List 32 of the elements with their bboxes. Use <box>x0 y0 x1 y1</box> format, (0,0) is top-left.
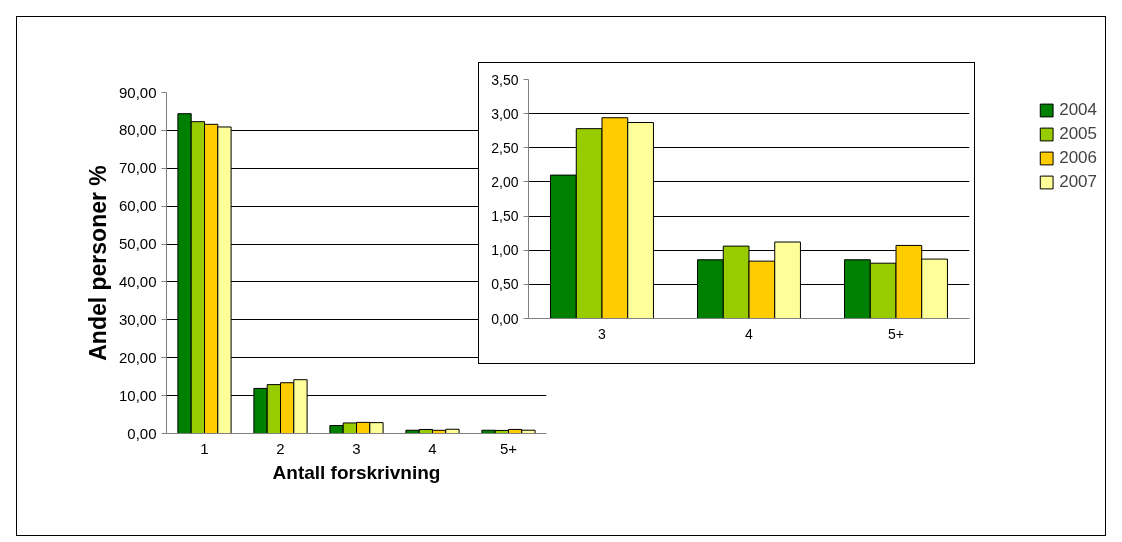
legend-label: 2006 <box>1059 148 1097 168</box>
y-tick-label: 1,00 <box>491 242 519 259</box>
y-tick-label: 1,50 <box>491 208 519 225</box>
x-tick-label: 4 <box>428 439 437 457</box>
y-tick-label: 3,50 <box>491 71 519 88</box>
y-tick-label: 50,00 <box>118 235 157 253</box>
x-tick-label: 5+ <box>499 439 518 457</box>
x-tick-label: 2 <box>276 439 285 457</box>
y-tick-label: 40,00 <box>118 272 157 290</box>
y-tick-label: 70,00 <box>118 159 157 177</box>
x-tick-label: 1 <box>200 439 209 457</box>
x-axis-title: Antall forskrivning <box>272 461 441 483</box>
y-tick-label: 0,00 <box>491 310 519 327</box>
x-tick-label: 5+ <box>888 325 904 342</box>
legend-label: 2007 <box>1059 172 1097 192</box>
y-tick-label: 0,00 <box>127 424 157 442</box>
x-tick-label: 4 <box>745 325 754 342</box>
legend-label: 2005 <box>1059 124 1097 144</box>
y-tick-label: 10,00 <box>118 386 157 404</box>
y-tick-label: 20,00 <box>118 348 157 366</box>
y-axis-title: Andel personer % <box>84 165 111 361</box>
x-tick-label: 3 <box>352 439 361 457</box>
y-tick-label: 0,50 <box>491 276 519 293</box>
y-tick-label: 2,00 <box>491 173 519 190</box>
y-tick-label: 80,00 <box>118 121 157 139</box>
legend-label: 2004 <box>1059 100 1097 120</box>
y-tick-label: 30,00 <box>118 310 157 328</box>
y-tick-label: 90,00 <box>118 83 157 101</box>
y-tick-label: 3,00 <box>491 105 519 122</box>
y-tick-label: 2,50 <box>491 139 519 156</box>
y-tick-label: 60,00 <box>118 197 157 215</box>
x-tick-label: 3 <box>598 325 607 342</box>
